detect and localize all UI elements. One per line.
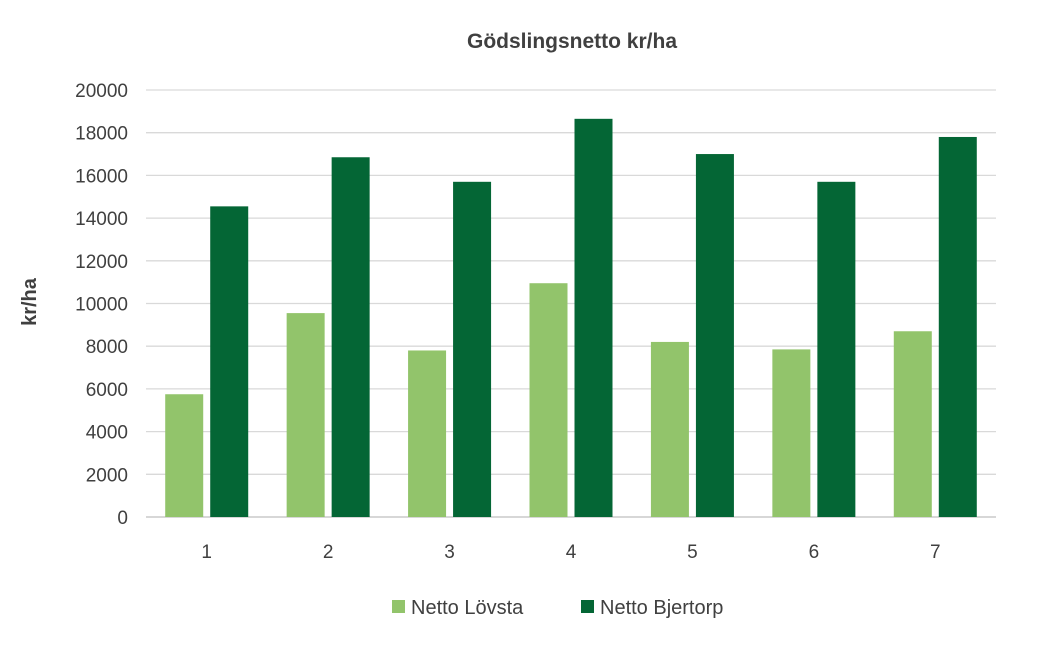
bar-netto-lovsta	[408, 350, 447, 517]
bar-netto-lovsta	[772, 349, 811, 517]
x-tick-label: 3	[444, 542, 455, 563]
y-axis-label: kr/ha	[19, 277, 41, 326]
bar-netto-lovsta	[893, 331, 932, 517]
bar-netto-lovsta	[286, 313, 325, 517]
y-tick-label: 0	[117, 508, 128, 529]
bar-netto-bjertorp	[695, 154, 734, 518]
y-tick-label: 14000	[75, 209, 128, 230]
y-tick-label: 2000	[86, 465, 128, 486]
bars	[165, 118, 977, 518]
x-tick-label: 1	[201, 542, 212, 563]
y-tick-labels: 0 2000 4000 6000 8000 10000 12000 14000 16000 180…	[75, 81, 128, 529]
legend: Netto Lövsta Netto Bjertorp	[392, 597, 723, 619]
legend-label: Netto Bjertorp	[600, 597, 723, 619]
x-tick-label: 6	[809, 542, 820, 563]
bar-netto-bjertorp	[453, 181, 492, 517]
legend-swatch	[392, 600, 405, 613]
y-tick-label: 8000	[86, 337, 128, 358]
y-tick-label: 10000	[75, 295, 128, 316]
y-tick-label: 20000	[75, 81, 128, 102]
x-tick-label: 5	[687, 542, 698, 563]
bar-netto-bjertorp	[938, 136, 977, 517]
legend-label: Netto Lövsta	[411, 597, 524, 619]
bar-netto-bjertorp	[331, 157, 370, 517]
y-tick-label: 6000	[86, 380, 128, 401]
bar-netto-bjertorp	[574, 118, 613, 517]
x-tick-label: 7	[930, 542, 941, 563]
y-tick-label: 16000	[75, 166, 128, 187]
legend-swatch	[581, 600, 594, 613]
chart-title: Gödslingsnetto kr/ha	[467, 30, 677, 53]
x-tick-label: 4	[566, 542, 577, 563]
gridlines	[146, 89, 996, 518]
bar-netto-lovsta	[529, 283, 568, 517]
y-tick-label: 12000	[75, 252, 128, 273]
bar-netto-lovsta	[650, 341, 689, 517]
bar-netto-bjertorp	[817, 181, 856, 517]
bar-netto-lovsta	[165, 394, 204, 517]
x-tick-labels: 1 2 3 4 5 6 7	[201, 542, 940, 563]
y-tick-label: 18000	[75, 124, 128, 145]
y-tick-label: 4000	[86, 423, 128, 444]
x-tick-label: 2	[323, 542, 334, 563]
bar-netto-bjertorp	[210, 206, 249, 518]
